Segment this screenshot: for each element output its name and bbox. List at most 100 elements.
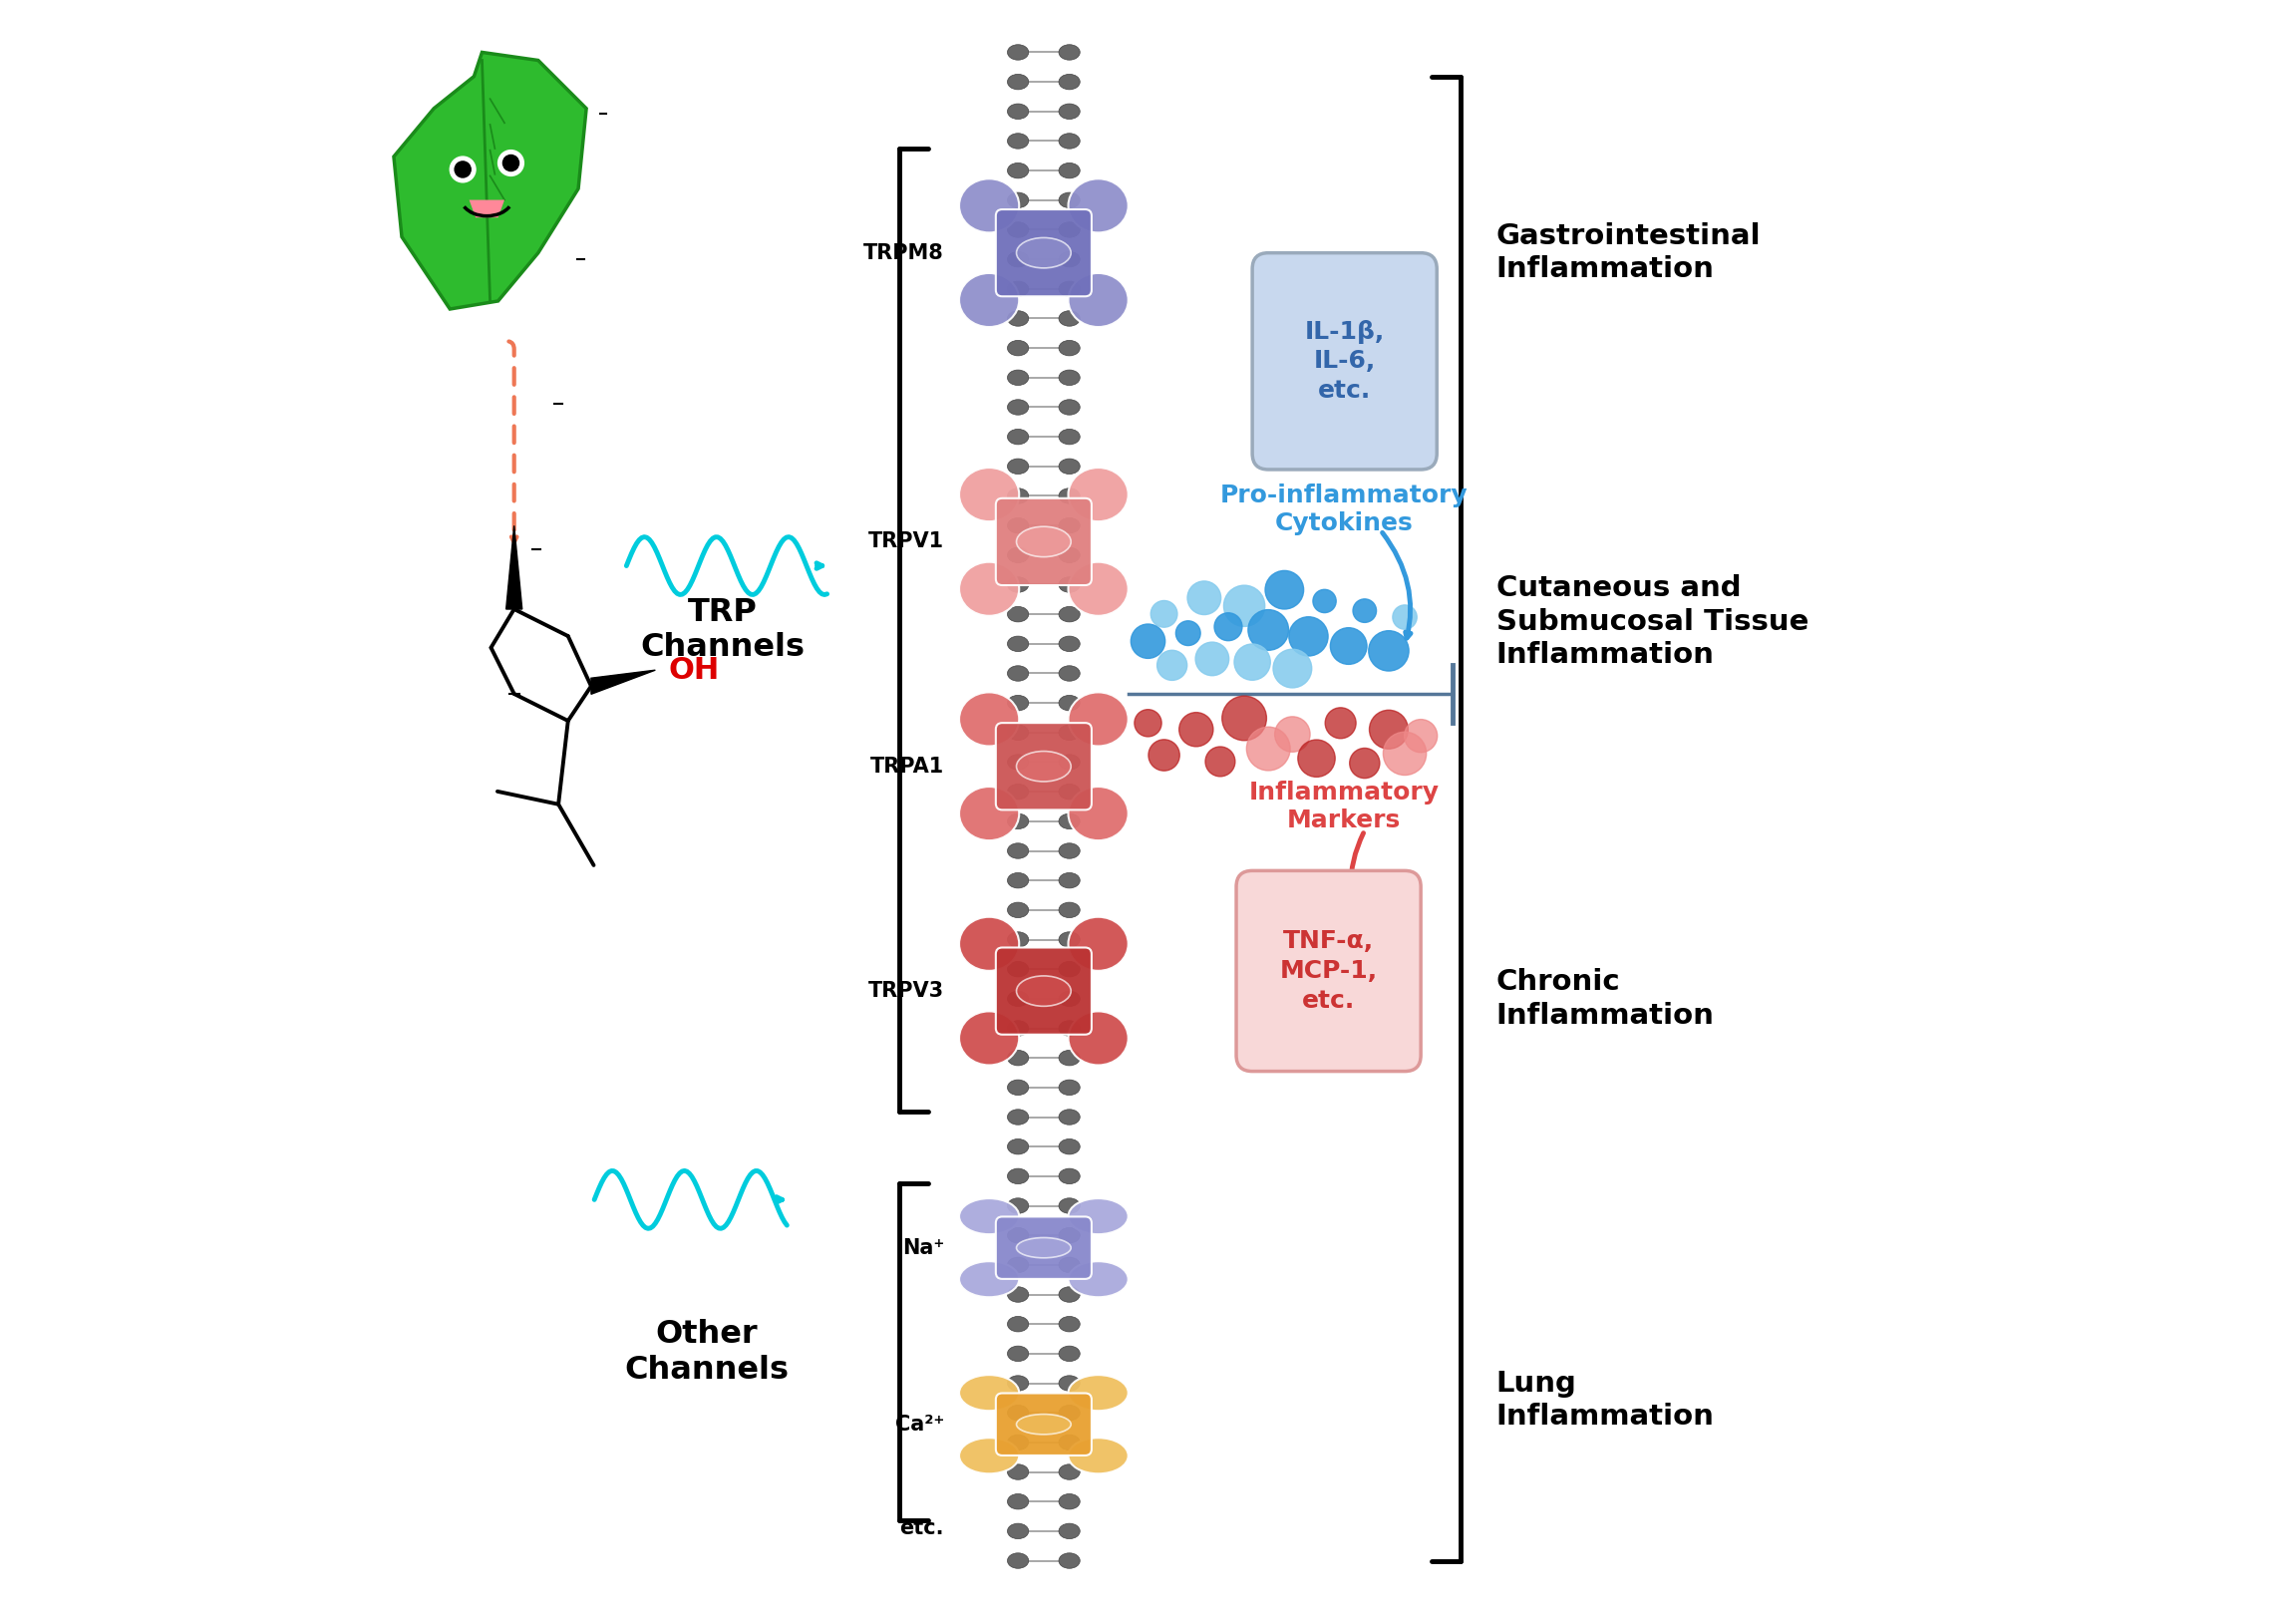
Ellipse shape: [1058, 45, 1079, 60]
Text: Pro-inflammatory
Cytokines: Pro-inflammatory Cytokines: [1219, 484, 1467, 536]
FancyBboxPatch shape: [1251, 253, 1437, 469]
Ellipse shape: [1008, 252, 1029, 268]
Ellipse shape: [1008, 902, 1029, 918]
Circle shape: [1297, 624, 1320, 648]
Circle shape: [1189, 582, 1219, 613]
Circle shape: [1247, 727, 1290, 771]
Polygon shape: [393, 52, 585, 310]
Text: TRPM8: TRPM8: [863, 244, 944, 263]
Ellipse shape: [1008, 932, 1029, 947]
Polygon shape: [505, 526, 521, 610]
Ellipse shape: [1008, 103, 1029, 119]
Ellipse shape: [1058, 1139, 1079, 1155]
Ellipse shape: [1008, 400, 1029, 415]
Ellipse shape: [1058, 1434, 1079, 1450]
Ellipse shape: [1008, 990, 1029, 1007]
Ellipse shape: [1068, 1261, 1127, 1297]
Circle shape: [1274, 716, 1311, 752]
Ellipse shape: [1058, 1523, 1079, 1539]
Circle shape: [1297, 740, 1334, 777]
Ellipse shape: [1058, 369, 1079, 386]
Text: OH: OH: [668, 655, 719, 684]
Ellipse shape: [1008, 1316, 1029, 1332]
Ellipse shape: [1058, 636, 1079, 652]
Ellipse shape: [1008, 1405, 1029, 1421]
Ellipse shape: [1008, 458, 1029, 474]
Circle shape: [450, 156, 475, 182]
Text: TRPV3: TRPV3: [868, 981, 944, 1002]
Ellipse shape: [1058, 1168, 1079, 1184]
Ellipse shape: [1008, 606, 1029, 623]
Ellipse shape: [1058, 784, 1079, 800]
Ellipse shape: [960, 179, 1019, 232]
Circle shape: [1350, 748, 1380, 777]
Ellipse shape: [1008, 1434, 1029, 1450]
Circle shape: [1304, 581, 1345, 621]
Ellipse shape: [1008, 1376, 1029, 1390]
Ellipse shape: [1008, 1021, 1029, 1036]
Ellipse shape: [960, 1437, 1019, 1474]
Ellipse shape: [1058, 695, 1079, 711]
Ellipse shape: [1008, 1494, 1029, 1510]
Ellipse shape: [1017, 237, 1070, 268]
Ellipse shape: [1017, 1237, 1070, 1258]
Circle shape: [1382, 732, 1426, 776]
Ellipse shape: [1008, 1523, 1029, 1539]
Polygon shape: [468, 200, 505, 218]
Ellipse shape: [1058, 103, 1079, 119]
Ellipse shape: [1058, 518, 1079, 534]
Ellipse shape: [1008, 1465, 1029, 1479]
Ellipse shape: [1008, 223, 1029, 237]
Text: Other
Channels: Other Channels: [625, 1319, 790, 1386]
Ellipse shape: [1008, 45, 1029, 60]
Text: Lung
Inflammation: Lung Inflammation: [1497, 1369, 1715, 1431]
Ellipse shape: [1058, 1316, 1079, 1332]
Ellipse shape: [1008, 695, 1029, 711]
Circle shape: [1148, 739, 1180, 771]
Ellipse shape: [1017, 976, 1070, 1007]
Ellipse shape: [1058, 340, 1079, 356]
Circle shape: [1221, 695, 1267, 740]
Circle shape: [1368, 710, 1407, 748]
Circle shape: [1150, 600, 1178, 629]
Ellipse shape: [1058, 489, 1079, 503]
Ellipse shape: [1058, 666, 1079, 681]
Ellipse shape: [1058, 429, 1079, 445]
Ellipse shape: [1068, 692, 1127, 747]
Ellipse shape: [1058, 311, 1079, 326]
Ellipse shape: [1008, 1227, 1029, 1244]
Ellipse shape: [1068, 1011, 1127, 1065]
Ellipse shape: [1058, 577, 1079, 592]
Ellipse shape: [1068, 1198, 1127, 1234]
Circle shape: [1332, 629, 1366, 663]
Ellipse shape: [1008, 547, 1029, 563]
FancyBboxPatch shape: [996, 947, 1091, 1034]
Ellipse shape: [960, 1261, 1019, 1297]
Ellipse shape: [1058, 1345, 1079, 1361]
Ellipse shape: [1058, 74, 1079, 90]
Ellipse shape: [1008, 666, 1029, 681]
Ellipse shape: [960, 916, 1019, 971]
Ellipse shape: [1068, 1374, 1127, 1411]
Ellipse shape: [1008, 340, 1029, 356]
FancyBboxPatch shape: [996, 1394, 1091, 1455]
Ellipse shape: [1058, 1050, 1079, 1066]
Circle shape: [503, 155, 519, 171]
Ellipse shape: [1058, 932, 1079, 947]
Ellipse shape: [1058, 547, 1079, 563]
Circle shape: [1387, 600, 1421, 634]
Ellipse shape: [1058, 1198, 1079, 1213]
Ellipse shape: [1008, 489, 1029, 503]
FancyBboxPatch shape: [1235, 871, 1421, 1071]
Text: Gastrointestinal
Inflammation: Gastrointestinal Inflammation: [1497, 223, 1761, 284]
Ellipse shape: [1058, 192, 1079, 208]
Ellipse shape: [1058, 1287, 1079, 1302]
Ellipse shape: [1058, 961, 1079, 977]
Ellipse shape: [1058, 1494, 1079, 1510]
Text: TRP
Channels: TRP Channels: [641, 597, 806, 663]
FancyBboxPatch shape: [996, 723, 1091, 810]
Ellipse shape: [1068, 179, 1127, 232]
Ellipse shape: [1068, 273, 1127, 327]
Ellipse shape: [1058, 755, 1079, 769]
Ellipse shape: [1068, 468, 1127, 521]
